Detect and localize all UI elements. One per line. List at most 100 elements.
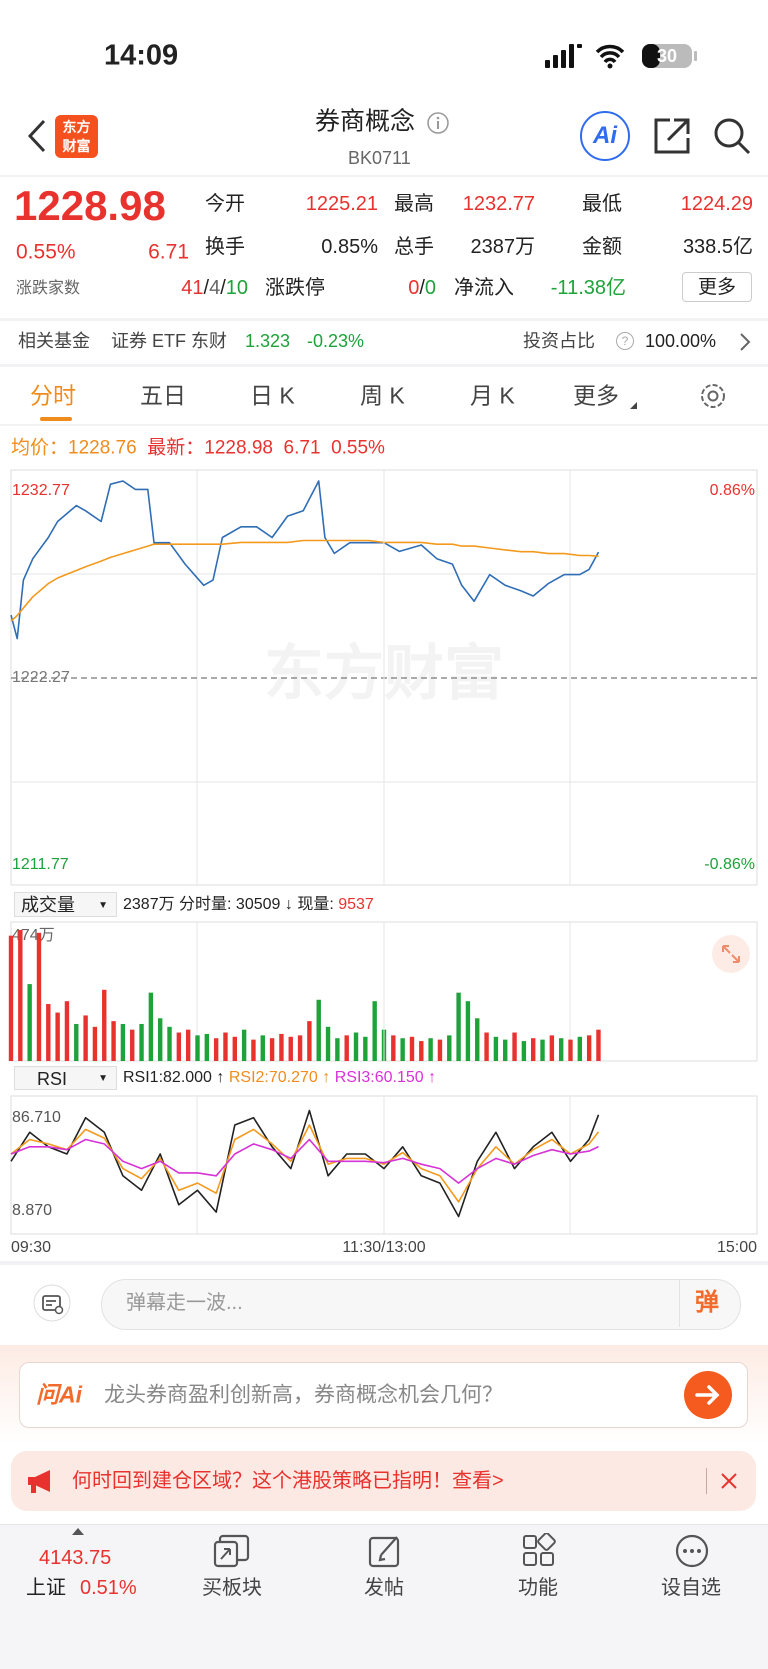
volume-bar <box>269 1038 275 1061</box>
tab[interactable]: 周 K <box>360 382 405 409</box>
nav-icon <box>523 1533 556 1566</box>
tab[interactable]: 分时 <box>30 382 76 409</box>
tab[interactable]: 更多 <box>573 382 619 409</box>
divider <box>679 1280 680 1327</box>
ai-button[interactable]: Ai <box>580 111 630 161</box>
info-icon[interactable] <box>426 111 450 135</box>
ai-send[interactable] <box>684 1371 732 1419</box>
chevron[interactable] <box>738 332 752 352</box>
volume-text: 2387万 分时量: 30509 ↓ 现量: 9537 <box>123 897 374 913</box>
rsi-selector[interactable]: RSI ▼ <box>14 1066 117 1090</box>
volume-bar <box>279 1033 284 1061</box>
index-value[interactable]: 4143.75 <box>39 1547 112 1569</box>
volume-bar <box>391 1035 396 1061</box>
avg: 1228.76 <box>68 437 137 459</box>
nav-icon <box>368 1536 400 1568</box>
limit-label: 涨跌停 <box>265 277 325 299</box>
nav-item[interactable]: 功能 <box>518 1577 558 1599</box>
volume-current: 9537 <box>338 896 374 913</box>
series-line <box>10 1124 600 1203</box>
caret: ▼ <box>98 900 108 911</box>
volume-bar <box>363 1036 368 1061</box>
logo-text: 财富 <box>62 138 91 154</box>
field-value: 1232.77 <box>462 193 535 215</box>
index-name: 上证 <box>26 1577 66 1599</box>
volume-bar <box>540 1039 545 1061</box>
field-value: 0.85% <box>321 236 378 258</box>
tab[interactable]: 五日 <box>140 382 186 409</box>
volume-selector[interactable]: 成交量 ▼ <box>14 892 117 917</box>
ratio: 100.00% <box>645 331 717 351</box>
time: 14:09 <box>104 39 179 72</box>
separator: / <box>203 277 210 299</box>
field-label: 最高 <box>394 193 434 215</box>
danmaku-settings[interactable] <box>33 1284 71 1322</box>
volume-bar <box>531 1038 536 1061</box>
code: BK0711 <box>348 148 411 168</box>
tab[interactable]: 月 K <box>470 382 515 409</box>
series-line <box>10 1138 599 1184</box>
volume-bar <box>493 1036 499 1061</box>
selector-text: RSI <box>37 1069 68 1089</box>
volume-bar <box>260 1035 265 1061</box>
y2-tick-label: -0.86% <box>704 856 755 873</box>
volume-bar <box>195 1035 200 1061</box>
logo: 东方 财富 <box>55 115 98 158</box>
field-value: 1224.29 <box>680 193 753 215</box>
logo-text: 东方 <box>62 119 91 135</box>
volume-bar <box>465 1001 471 1061</box>
danmaku-input[interactable] <box>101 1279 741 1330</box>
volume-bar <box>36 932 42 1061</box>
svg-text:?: ? <box>622 334 629 348</box>
nav-item[interactable]: 设自选 <box>661 1577 721 1599</box>
change: 6.71 <box>148 240 189 264</box>
share-button[interactable] <box>652 116 692 156</box>
settings-button[interactable] <box>698 381 728 411</box>
help-icon[interactable]: ? <box>615 331 635 351</box>
volume-bar <box>158 1018 163 1061</box>
expand-button[interactable] <box>712 935 750 973</box>
volume-bar <box>586 1035 592 1061</box>
chart-info: 均价：1228.76 最新：1228.98 6.71 0.55% <box>11 439 385 458</box>
ai-prompt: 龙头券商盈利创新高，券商概念机会几何？ <box>104 1383 503 1407</box>
volume-bar <box>428 1038 433 1061</box>
volume-bar <box>120 1023 126 1061</box>
x-tick-label: 09:30 <box>11 1239 51 1256</box>
volume-bar <box>400 1038 405 1061</box>
ai-box[interactable] <box>19 1362 748 1428</box>
volume-bar <box>167 1026 172 1061</box>
volume-bar <box>139 1023 144 1061</box>
divider <box>706 1468 707 1494</box>
battery-level: 30 <box>657 46 677 66</box>
danmaku-button[interactable]: 弹 <box>695 1289 719 1316</box>
volume-bar <box>18 929 23 1061</box>
price: 1228.98 <box>14 182 166 229</box>
expand-icon <box>722 945 740 963</box>
status-icons: 30 <box>545 44 697 69</box>
field-value: 2387万 <box>470 236 536 258</box>
breadth: 41/4/10 <box>181 278 248 298</box>
banner[interactable] <box>11 1451 756 1511</box>
y-tick-label: 1211.77 <box>12 856 69 873</box>
volume-bar <box>213 1038 219 1061</box>
flow-label: 净流入 <box>454 277 514 299</box>
placeholder: 弹幕走一波... <box>126 1292 243 1314</box>
series-line <box>10 539 599 622</box>
search-button[interactable] <box>712 116 752 156</box>
back-button[interactable] <box>24 118 50 154</box>
last-pct: 0.55% <box>331 437 385 459</box>
nav-item[interactable]: 发帖 <box>364 1577 404 1599</box>
volume-summary: 2387万 分时量: 30509 ↓ 现量: <box>123 896 334 913</box>
up-arrow <box>72 1528 84 1535</box>
volume-bar <box>204 1033 210 1061</box>
volume-bar <box>503 1039 508 1061</box>
rsi-text: RSI1:82.000 ↑ RSI2:70.270 ↑ RSI3:60.150 … <box>123 1070 436 1086</box>
tab[interactable]: 日 K <box>250 382 295 409</box>
volume-bar <box>307 1021 312 1061</box>
volume-bar <box>316 999 321 1061</box>
nav-item[interactable]: 买板块 <box>202 1577 262 1599</box>
volume-bar <box>55 1012 60 1061</box>
more-button[interactable]: 更多 <box>682 272 752 302</box>
close-banner[interactable] <box>720 1472 738 1490</box>
